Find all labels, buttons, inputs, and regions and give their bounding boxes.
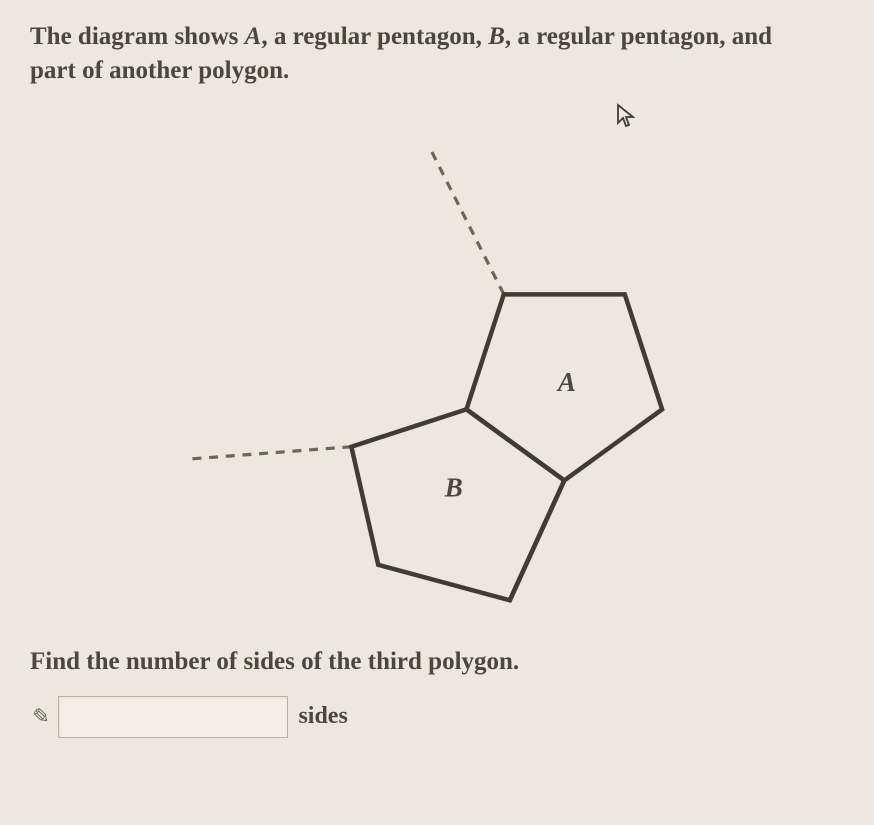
problem-line1-pre: The diagram shows [30,23,245,50]
answer-input[interactable] [58,696,288,738]
problem-label-a: A [245,23,262,50]
pencil-icon: ✎ [28,702,51,731]
dashed-edge-1 [429,146,504,293]
problem-statement: The diagram shows A, a regular pentagon,… [30,20,844,88]
problem-line1-mid: , a regular pentagon, [261,23,488,50]
problem-line2: part of another polygon. [30,57,289,84]
problem-label-b: B [488,23,505,50]
geometry-svg: A B [87,98,787,638]
problem-line1-post: , a regular pentagon, and [505,23,772,50]
pentagon-b-label: B [444,472,463,502]
pentagon-b [351,409,564,600]
dashed-edge-2 [186,446,351,459]
pentagon-a-label: A [556,367,576,397]
shared-extra-edge [510,480,564,600]
answer-row: ✎ sides [30,696,844,738]
page: The diagram shows A, a regular pentagon,… [0,0,874,825]
cursor-icon [615,103,637,134]
answer-unit: sides [298,703,347,730]
question: Find the number of sides of the third po… [30,648,844,676]
diagram: A B [87,98,787,638]
